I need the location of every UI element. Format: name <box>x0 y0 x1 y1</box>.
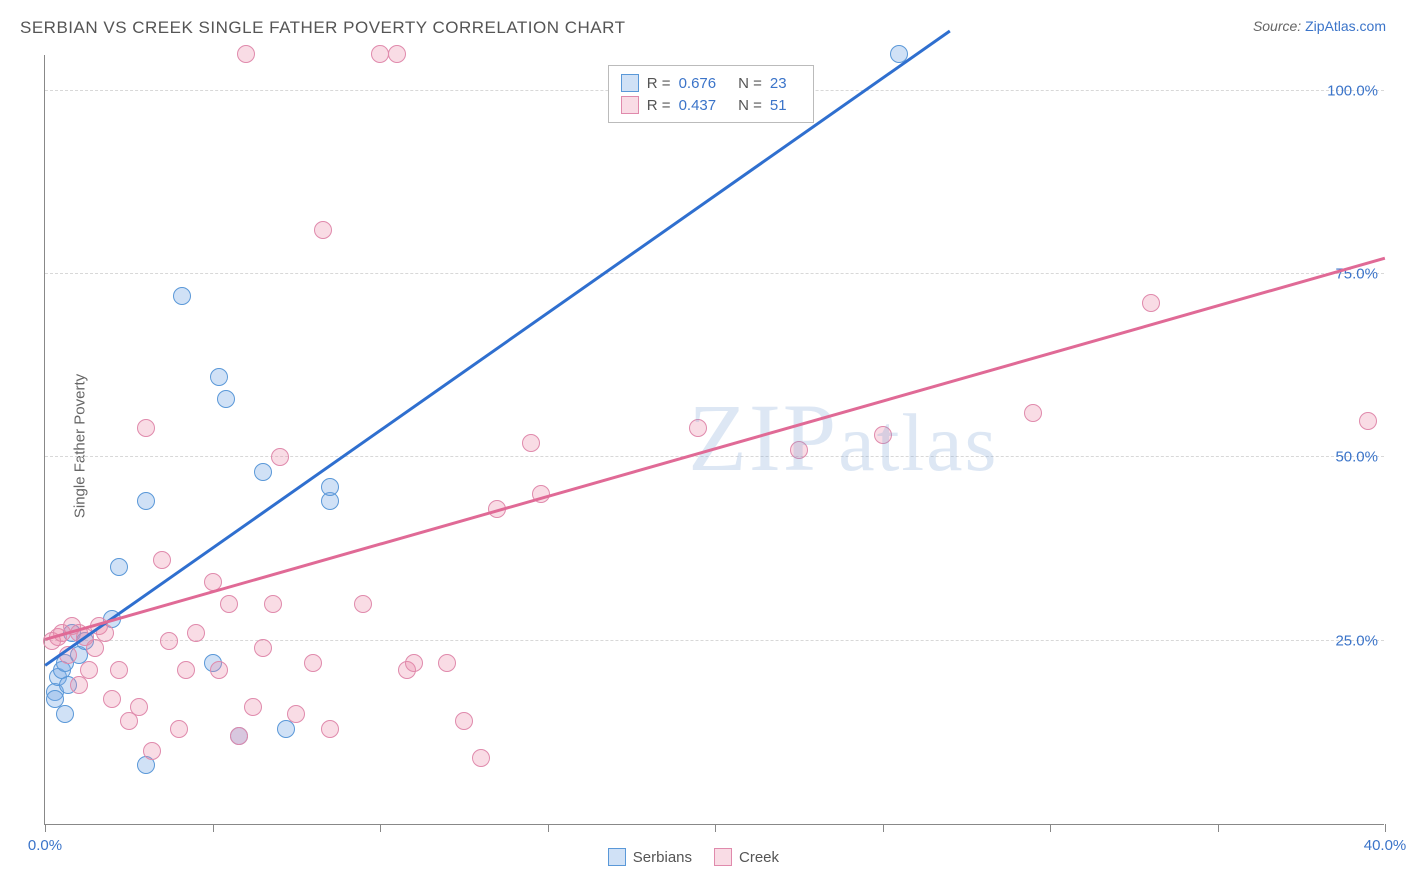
legend-swatch <box>608 848 626 866</box>
data-point <box>264 595 282 613</box>
data-point <box>210 368 228 386</box>
data-point <box>173 287 191 305</box>
data-point <box>177 661 195 679</box>
source-label: Source: <box>1253 18 1305 34</box>
x-tick <box>883 824 884 832</box>
scatter-plot: 25.0%50.0%75.0%100.0%0.0%40.0%ZIPatlasR … <box>44 55 1384 825</box>
y-tick-label: 50.0% <box>1335 449 1378 466</box>
data-point <box>110 558 128 576</box>
data-point <box>217 390 235 408</box>
data-point <box>321 720 339 738</box>
data-point <box>254 463 272 481</box>
legend-label: Serbians <box>633 849 692 866</box>
source-link[interactable]: ZipAtlas.com <box>1305 18 1386 34</box>
data-point <box>237 45 255 63</box>
data-point <box>405 654 423 672</box>
data-point <box>160 632 178 650</box>
data-point <box>314 221 332 239</box>
x-tick <box>548 824 549 832</box>
data-point <box>170 720 188 738</box>
x-tick <box>1050 824 1051 832</box>
r-label: R = <box>647 75 671 92</box>
x-tick <box>45 824 46 832</box>
x-tick <box>1385 824 1386 832</box>
source-attribution: Source: ZipAtlas.com <box>1253 18 1386 48</box>
legend-row: R = 0.676 N = 23 <box>621 72 801 94</box>
n-label: N = <box>738 97 762 114</box>
data-point <box>1024 404 1042 422</box>
legend-label: Creek <box>739 849 779 866</box>
data-point <box>110 661 128 679</box>
legend-item: Serbians <box>608 848 692 866</box>
series-legend: Serbians Creek <box>608 848 779 866</box>
watermark: ZIPatlas <box>688 382 998 493</box>
gridline <box>45 640 1384 641</box>
data-point <box>321 478 339 496</box>
data-point <box>438 654 456 672</box>
data-point <box>271 448 289 466</box>
chart-header: SERBIAN VS CREEK SINGLE FATHER POVERTY C… <box>0 18 1406 48</box>
data-point <box>137 419 155 437</box>
data-point <box>137 492 155 510</box>
correlation-legend: R = 0.676 N = 23 R = 0.437 N = 51 <box>608 65 814 123</box>
data-point <box>56 705 74 723</box>
r-value: 0.437 <box>679 97 717 114</box>
data-point <box>153 551 171 569</box>
x-tick <box>715 824 716 832</box>
n-value: 23 <box>770 75 787 92</box>
data-point <box>304 654 322 672</box>
legend-row: R = 0.437 N = 51 <box>621 94 801 116</box>
x-tick-label: 40.0% <box>1364 837 1406 854</box>
r-label: R = <box>647 97 671 114</box>
data-point <box>103 690 121 708</box>
x-tick <box>380 824 381 832</box>
regression-line <box>45 257 1386 641</box>
data-point <box>287 705 305 723</box>
data-point <box>80 661 98 679</box>
data-point <box>472 749 490 767</box>
legend-swatch <box>621 96 639 114</box>
legend-item: Creek <box>714 848 779 866</box>
n-value: 51 <box>770 97 787 114</box>
data-point <box>371 45 389 63</box>
data-point <box>1359 412 1377 430</box>
data-point <box>143 742 161 760</box>
r-value: 0.676 <box>679 75 717 92</box>
chart-title: SERBIAN VS CREEK SINGLE FATHER POVERTY C… <box>20 18 626 48</box>
data-point <box>187 624 205 642</box>
data-point <box>210 661 228 679</box>
gridline <box>45 273 1384 274</box>
y-tick-label: 100.0% <box>1327 82 1378 99</box>
data-point <box>522 434 540 452</box>
x-tick-label: 0.0% <box>28 837 62 854</box>
n-label: N = <box>738 75 762 92</box>
data-point <box>354 595 372 613</box>
data-point <box>1142 294 1160 312</box>
y-tick-label: 25.0% <box>1335 632 1378 649</box>
data-point <box>244 698 262 716</box>
regression-line <box>44 30 950 666</box>
data-point <box>130 698 148 716</box>
data-point <box>230 727 248 745</box>
x-tick <box>1218 824 1219 832</box>
data-point <box>220 595 238 613</box>
x-tick <box>213 824 214 832</box>
data-point <box>254 639 272 657</box>
data-point <box>455 712 473 730</box>
legend-swatch <box>714 848 732 866</box>
data-point <box>388 45 406 63</box>
legend-swatch <box>621 74 639 92</box>
